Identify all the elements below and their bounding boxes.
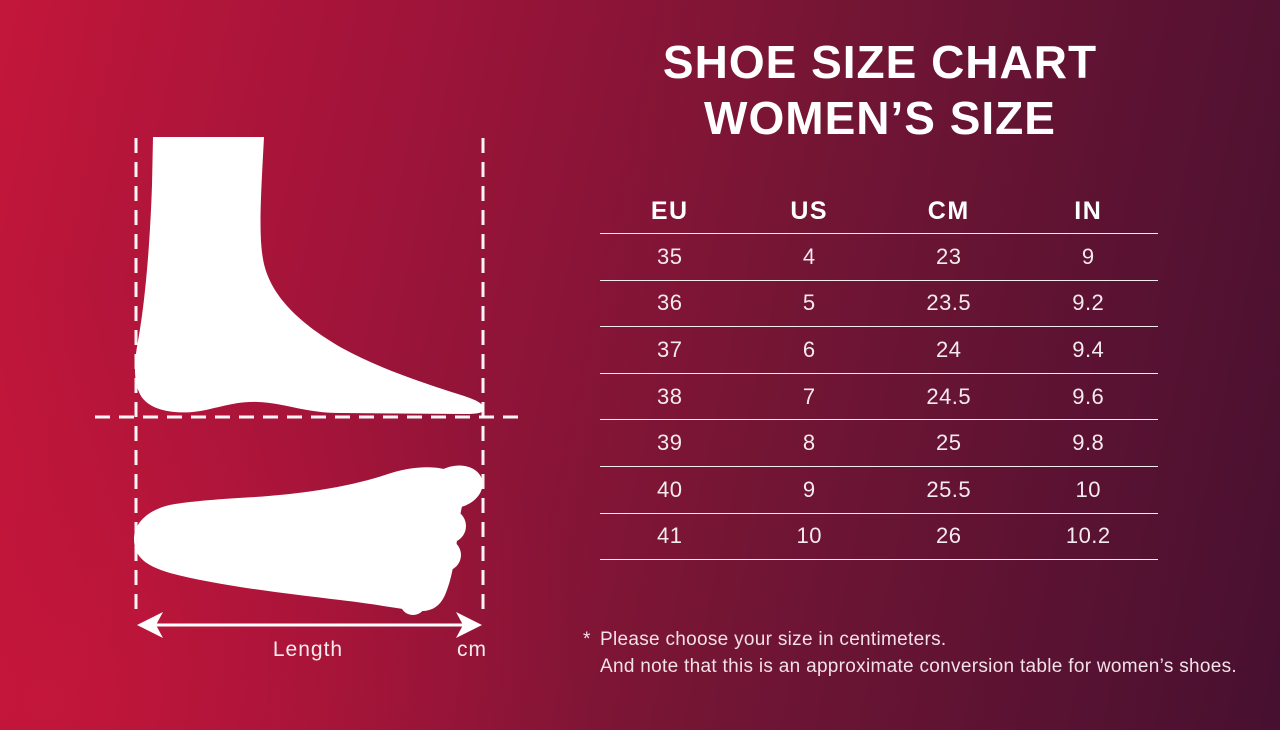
table-cell: 24: [936, 336, 962, 362]
table-cell: 23.5: [926, 290, 972, 316]
table-cell: 25.5: [926, 476, 972, 502]
table-row: 35 4 23 9: [600, 234, 1158, 281]
table-row: 40 9 25.5 10: [600, 467, 1158, 514]
table-cell: 39: [657, 430, 683, 456]
length-arrow: [137, 612, 482, 638]
table-cell: 26: [936, 523, 962, 549]
column-header-cm: CM: [927, 197, 970, 225]
table-cell: 10: [796, 523, 822, 549]
table-cell: 9.2: [1072, 290, 1105, 316]
table-row: 38 7 24.5 9.6: [600, 374, 1158, 421]
table-cell: 9.4: [1072, 336, 1105, 362]
column-header-eu: EU: [650, 197, 689, 225]
table-cell: 8: [802, 430, 816, 456]
big-toe: [427, 465, 483, 509]
second-toe: [432, 509, 466, 543]
asterisk-marker: *: [583, 629, 591, 650]
size-conversion-table: EU US CM IN 35 4 23 9 36 5 23.5 9.2 37 6 24 9.4 38 7 24.5…: [600, 190, 1158, 561]
table-cell: 5: [802, 290, 816, 316]
table-cell: 36: [657, 290, 683, 316]
table-cell: 24.5: [926, 383, 972, 409]
length-label: Length: [273, 638, 343, 661]
table-cell: 9.6: [1072, 383, 1105, 409]
third-toe: [429, 539, 461, 571]
table-cell: 25: [936, 430, 962, 456]
table-row: 37 6 24 9.4: [600, 327, 1158, 374]
table-row: 41 10 26 10.2: [600, 514, 1158, 561]
page-title-line1: SHOE SIZE CHART: [662, 36, 1098, 88]
table-cell: 9: [1081, 243, 1095, 269]
size-table-body: 35 4 23 9 36 5 23.5 9.2 37 6 24 9.4 38 7 24.5 9.6 39 8 25 9…: [600, 234, 1158, 561]
footnote-text: Please choose your size in centimeters. …: [600, 626, 1237, 680]
table-cell: 40: [657, 476, 683, 502]
column-header-us: US: [790, 197, 829, 225]
size-table-header: EU US CM IN: [600, 190, 1158, 234]
page-title: SHOE SIZE CHART WOMEN’S SIZE: [560, 34, 1200, 146]
table-cell: 9: [802, 476, 816, 502]
table-cell: 23: [936, 243, 962, 269]
fourth-toe: [418, 567, 448, 597]
footnotes: * Please choose your size in centimeters…: [583, 626, 1237, 680]
table-cell: 4: [802, 243, 816, 269]
table-cell: 7: [802, 383, 816, 409]
table-cell: 9.8: [1072, 430, 1105, 456]
foot-measurement-diagram: Length cm: [95, 137, 523, 661]
table-cell: 6: [802, 336, 816, 362]
footprint-silhouette: [134, 467, 467, 612]
page-title-line2: WOMEN’S SIZE: [704, 92, 1056, 144]
table-cell: 35: [657, 243, 683, 269]
table-cell: 38: [657, 383, 683, 409]
table-row: 36 5 23.5 9.2: [600, 281, 1158, 328]
unit-label: cm: [457, 638, 487, 661]
footnote-line1: Please choose your size in centimeters.: [600, 629, 947, 650]
footnote-line2: And note that this is an approximate con…: [600, 656, 1237, 677]
table-cell: 41: [657, 523, 683, 549]
table-row: 39 8 25 9.8: [600, 420, 1158, 467]
table-cell: 10: [1075, 476, 1101, 502]
little-toe: [400, 589, 426, 615]
table-cell: 10.2: [1065, 523, 1111, 549]
foot-side-silhouette: [134, 137, 484, 414]
table-cell: 37: [657, 336, 683, 362]
column-header-in: IN: [1074, 197, 1103, 225]
